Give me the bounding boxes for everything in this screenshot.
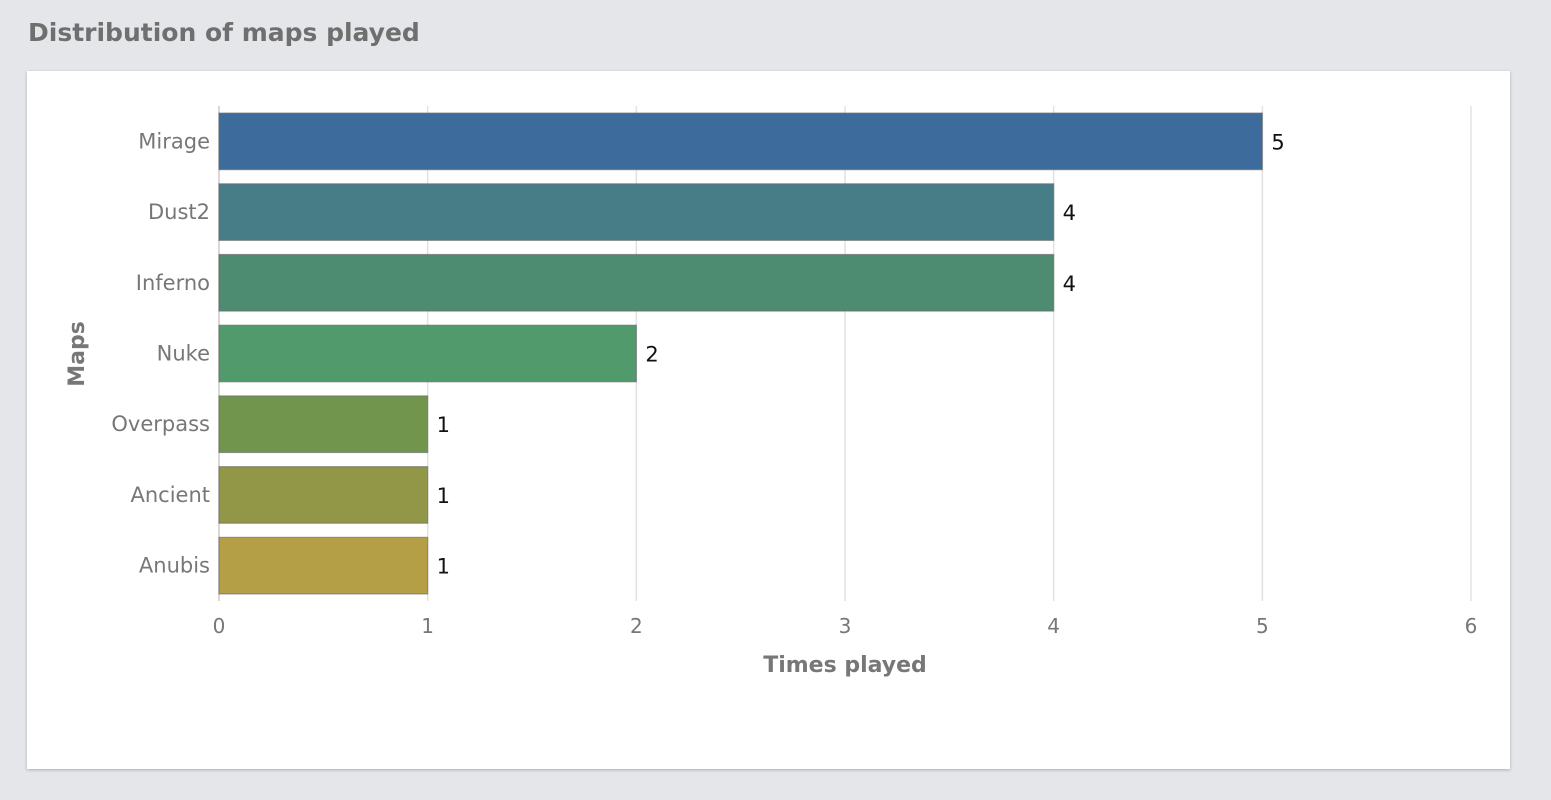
data-label: 5 (1271, 130, 1284, 154)
bar-mirage (218, 112, 1263, 171)
data-label: 1 (437, 484, 450, 508)
y-axis-title: Maps (65, 321, 90, 387)
y-category-label: Dust2 (148, 200, 210, 224)
y-category-label: Ancient (130, 483, 210, 507)
bar-dust2 (218, 183, 1055, 241)
x-axis-title: Times played (763, 653, 927, 678)
data-label: 4 (1063, 201, 1076, 225)
bar-ancient (218, 466, 429, 524)
x-tick-label: 1 (421, 614, 434, 638)
data-label: 2 (645, 343, 658, 367)
y-category-label: Anubis (139, 554, 210, 578)
bar-overpass (218, 395, 429, 454)
y-category-label: Overpass (111, 412, 210, 436)
y-category-label: Inferno (136, 271, 210, 295)
x-tick-label: 4 (1047, 614, 1060, 638)
x-tick-label: 6 (1465, 614, 1478, 638)
x-tick-label: 3 (839, 614, 852, 638)
bar-nuke (218, 324, 637, 383)
y-category-label: Mirage (138, 129, 210, 153)
x-tick-label: 5 (1256, 614, 1269, 638)
bar-anubis (218, 536, 429, 595)
section-title: Distribution of maps played (28, 18, 420, 47)
data-label: 4 (1063, 272, 1076, 296)
data-label: 1 (437, 555, 450, 579)
x-tick-label: 2 (630, 614, 643, 638)
data-label: 1 (437, 413, 450, 437)
y-category-label: Nuke (157, 342, 210, 366)
bar-inferno (218, 253, 1055, 312)
x-tick-label: 0 (213, 614, 226, 638)
